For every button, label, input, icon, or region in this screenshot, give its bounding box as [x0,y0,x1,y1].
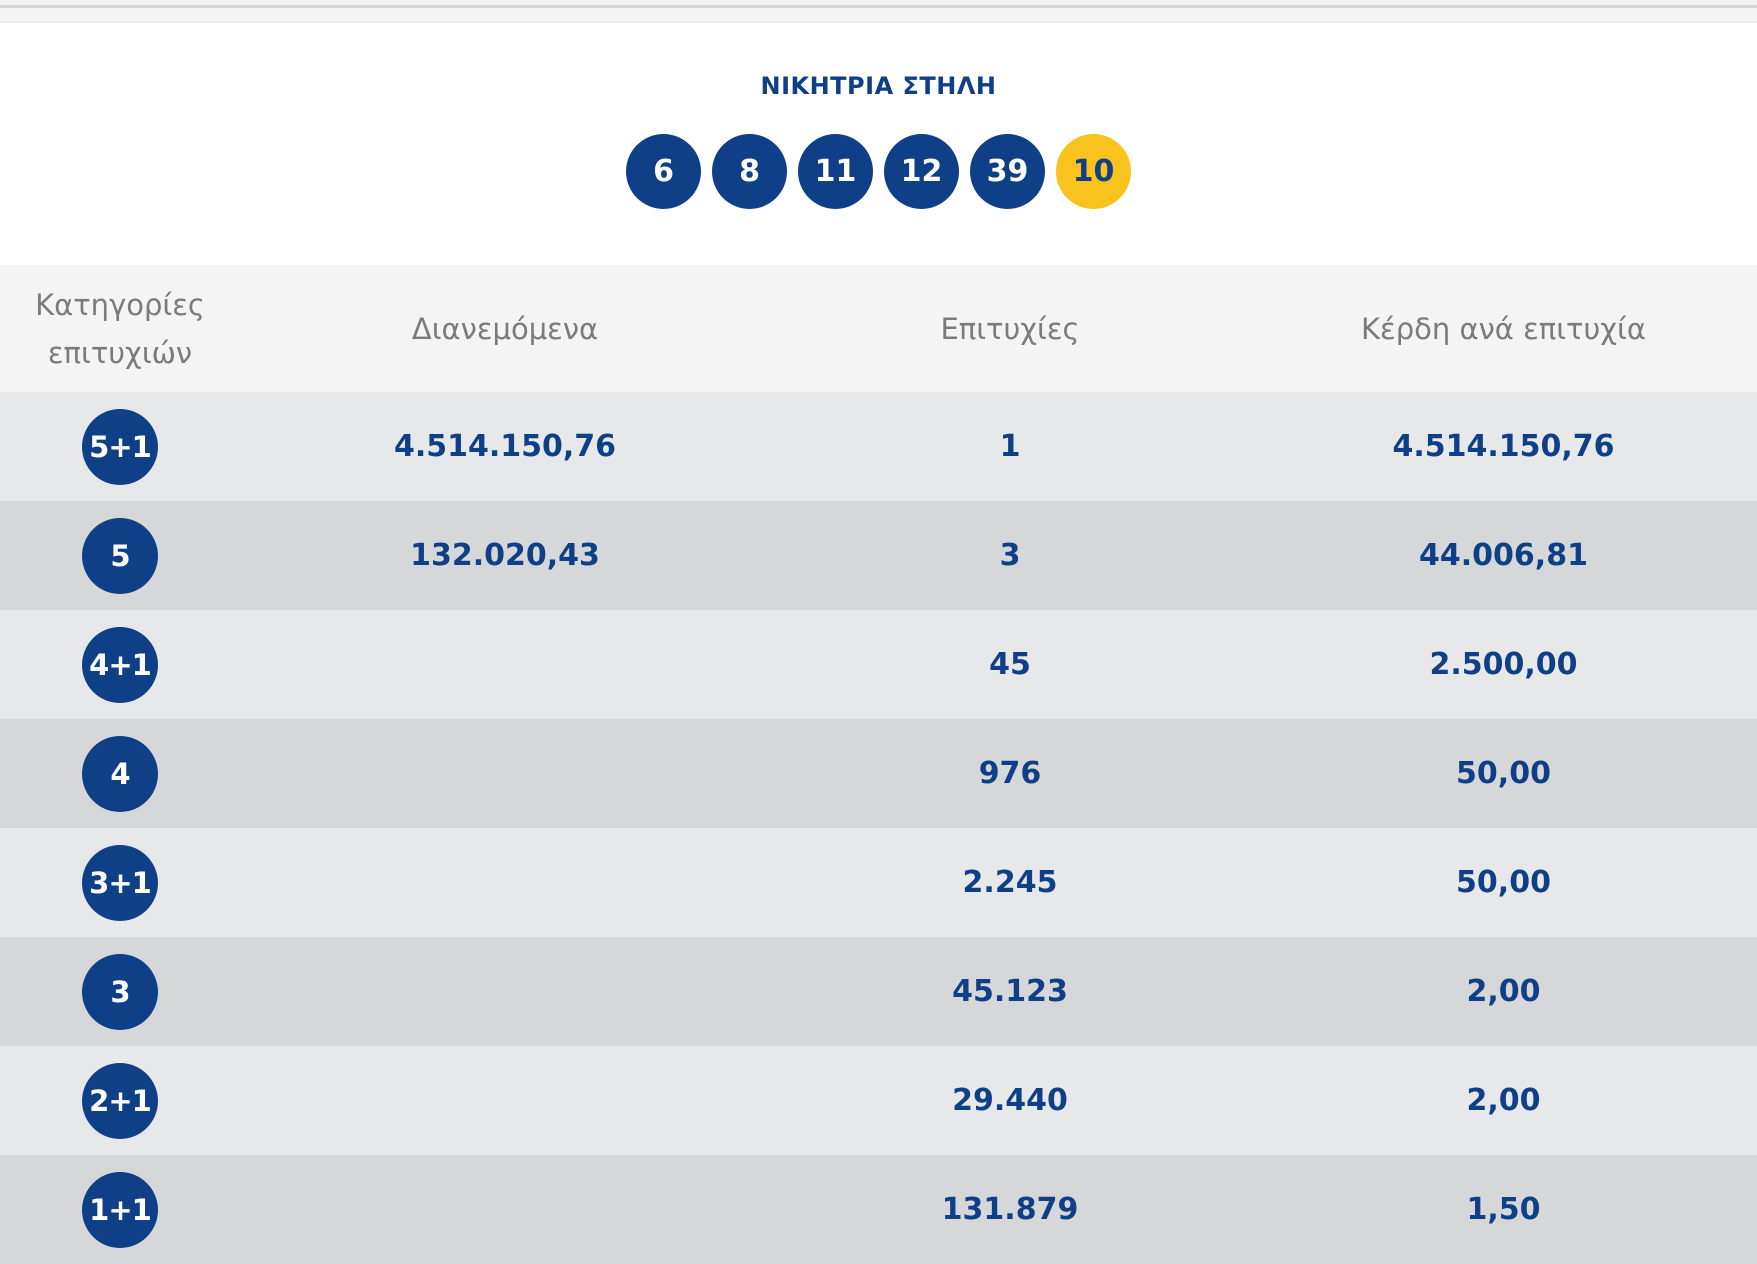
category-ball: 1+1 [82,1171,158,1248]
distributed-cell: 132.020,43 [410,538,600,573]
table-row: 1+1 131.879 1,50 [0,1155,1757,1264]
winning-column-title: ΝΙΚΗΤΡΙΑ ΣΤΗΛΗ [760,72,997,100]
prize-cell: 2.500,00 [1429,647,1578,682]
category-cell: 3+1 [0,844,240,921]
winners-cell: 131.879 [941,1192,1079,1227]
category-ball: 2+1 [82,1062,158,1139]
table-row: 4 976 50,00 [0,719,1757,828]
winning-numbers: 6 8 11 12 39 10 [0,134,1757,209]
header-category-label: Κατηγορίες επιτυχιών [35,287,205,370]
prize-cell: 50,00 [1456,756,1551,791]
winning-number-ball: 39 [970,134,1045,209]
winners-cell: 1 [999,429,1021,464]
prize-cell: 50,00 [1456,865,1551,900]
winners-cell: 3 [999,538,1021,573]
category-cell: 5 [0,517,240,594]
category-ball: 5 [82,517,158,594]
table-row: 5+1 4.514.150,76 1 4.514.150,76 [0,392,1757,501]
header-prize-per-winner: Κέρδη ανά επιτυχία [1361,311,1646,346]
category-ball: 4+1 [82,626,158,703]
top-bar [0,0,1757,23]
winners-cell: 29.440 [952,1083,1068,1118]
table-row: 3 45.123 2,00 [0,937,1757,1046]
category-ball: 5+1 [82,408,158,485]
distributed-cell: 4.514.150,76 [393,429,617,464]
winners-cell: 45.123 [952,974,1068,1009]
header-distributed: Διανεμόμενα [411,311,599,346]
category-cell: 1+1 [0,1171,240,1248]
winners-cell: 45 [989,647,1031,682]
category-ball: 3 [82,953,158,1030]
winning-number-ball: 12 [884,134,959,209]
category-cell: 3 [0,953,240,1030]
prize-table: Κατηγορίες επιτυχιών Διανεμόμενα Επιτυχί… [0,265,1757,1264]
prize-cell: 2,00 [1466,974,1541,1009]
winning-number-ball: 8 [712,134,787,209]
joker-number-ball: 10 [1056,134,1131,209]
prize-cell: 44.006,81 [1419,538,1588,573]
winners-cell: 2.245 [962,865,1058,900]
category-cell: 2+1 [0,1062,240,1139]
category-cell: 4 [0,735,240,812]
table-header: Κατηγορίες επιτυχιών Διανεμόμενα Επιτυχί… [0,265,1757,392]
category-ball: 3+1 [82,844,158,921]
table-row: 5 132.020,43 3 44.006,81 [0,501,1757,610]
table-row: 3+1 2.245 50,00 [0,828,1757,937]
header-winners: Επιτυχίες [940,311,1080,346]
winners-cell: 976 [978,756,1042,791]
table-row: 2+1 29.440 2,00 [0,1046,1757,1155]
table-row: 4+1 45 2.500,00 [0,610,1757,719]
category-cell: 5+1 [0,408,240,485]
top-divider [0,5,1757,8]
prize-cell: 1,50 [1466,1192,1541,1227]
winning-number-ball: 11 [798,134,873,209]
winning-number-ball: 6 [626,134,701,209]
category-ball: 4 [82,735,158,812]
header-category: Κατηγορίες επιτυχιών [0,281,240,377]
category-cell: 4+1 [0,626,240,703]
prize-cell: 4.514.150,76 [1392,429,1615,464]
prize-cell: 2,00 [1466,1083,1541,1118]
